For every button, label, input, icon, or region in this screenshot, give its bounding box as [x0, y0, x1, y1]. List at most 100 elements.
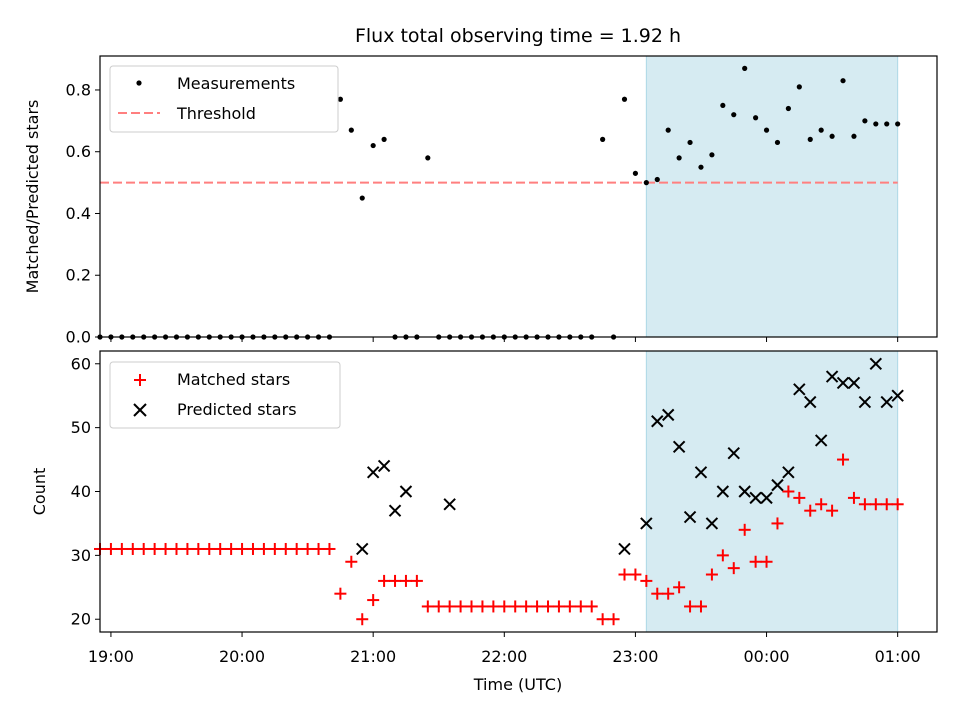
x-stroke-b [760, 491, 773, 505]
x-tick-label: 23:00 [612, 647, 658, 666]
matched-stars-point [563, 600, 576, 613]
predicted-stars-point [356, 542, 369, 556]
matched-stars-point [312, 542, 325, 555]
top-y-ticks: 0.0 0.2 0.4 0.6 0.8 [66, 80, 100, 347]
matched-stars-point [520, 600, 533, 613]
x-stroke-b [880, 395, 893, 409]
measurements-point [818, 127, 824, 133]
measurement-points [97, 65, 901, 340]
matched-stars-point [214, 542, 227, 555]
x-stroke-b [399, 485, 413, 498]
x-tick-label: 00:00 [743, 647, 789, 666]
x-stroke-b [705, 517, 719, 530]
matched-stars-point [607, 613, 620, 626]
matched-stars-point [301, 542, 314, 555]
matched-stars-point [629, 568, 642, 581]
measurements-point [381, 136, 387, 142]
chart-title: Flux total observing time = 1.92 h [355, 25, 681, 47]
matched-stars-point [782, 485, 795, 498]
legend-predicted-marker [133, 403, 147, 417]
matched-stars-point [203, 542, 216, 555]
predicted-stars-point [869, 357, 883, 370]
y-tick-label: 0.2 [66, 266, 91, 285]
matched-stars-point [771, 517, 784, 530]
observing-span-bottom [645, 350, 899, 633]
measurements-point [425, 155, 431, 161]
x-stroke-b [869, 357, 883, 370]
matched-stars-point [454, 600, 467, 613]
matched-stars-point [345, 555, 358, 568]
matched-stars-point [738, 523, 751, 536]
x-stroke-b [443, 498, 456, 511]
measurements-point [829, 133, 835, 139]
bottom-y-ticks: 20 30 40 50 60 [71, 354, 100, 629]
top-y-axis-label: Matched/Predicted stars [23, 100, 42, 294]
bottom-legend-box [109, 361, 341, 429]
predicted-stars-point [804, 395, 817, 409]
matched-stars-point [858, 498, 871, 511]
matched-stars-point [760, 555, 773, 568]
matched-stars-point [815, 498, 828, 511]
measurements-point [796, 84, 802, 90]
matched-stars-point [531, 600, 544, 613]
x-stroke-b [694, 466, 708, 479]
x-stroke-b [814, 434, 828, 447]
matched-stars-point [705, 568, 718, 581]
y-tick-label: 50 [71, 418, 91, 437]
matched-stars-point [749, 555, 762, 568]
matched-stars-point [126, 542, 139, 555]
measurements-point [643, 180, 649, 186]
x-stroke-b [618, 542, 631, 556]
x-stroke-b [847, 376, 861, 390]
predicted-stars-point [399, 485, 413, 498]
measurements-point [370, 142, 376, 149]
measurements-point [840, 78, 846, 84]
predicted-stars-point [640, 517, 653, 530]
x-stroke-b [683, 510, 697, 524]
predicted-stars-point [891, 389, 904, 402]
matched-stars-point [585, 600, 598, 613]
predicted-stars-point [749, 491, 762, 505]
matched-stars-point [443, 600, 456, 613]
predicted-stars-point [880, 395, 893, 409]
matched-stars-point [826, 504, 839, 517]
x-tick-label: 19:00 [88, 647, 134, 666]
matched-stars-point [159, 542, 172, 555]
x-stroke-b [836, 376, 850, 390]
top-legend: Measurements Threshold [109, 65, 339, 133]
predicted-stars-point [814, 434, 828, 447]
measurements-point [600, 136, 606, 142]
matched-stars-point [891, 498, 904, 511]
matched-stars-point [290, 542, 303, 555]
measurements-point [348, 127, 354, 133]
x-stroke-b [793, 383, 806, 396]
x-stroke-b [388, 504, 402, 517]
y-tick-label: 20 [71, 610, 91, 629]
legend-threshold-label: Threshold [176, 104, 256, 123]
predicted-stars-point [443, 498, 456, 511]
y-tick-label: 0.8 [66, 80, 91, 99]
measurements-point [709, 152, 715, 158]
bottom-x-ticks: 19:00 20:00 21:00 22:00 23:00 00:00 01:00 [88, 632, 921, 666]
x-stroke-b [825, 370, 839, 383]
matched-stars-point [847, 491, 860, 504]
measurements-point [807, 136, 813, 142]
measurements-point [359, 195, 365, 201]
measurements-point [665, 127, 671, 133]
top-panel: 0.00.20.40.60.8 Matched/Predicted stars … [23, 55, 938, 347]
measurements-point [632, 170, 639, 176]
matched-stars-point [673, 581, 686, 594]
measurements-point [687, 139, 693, 146]
matched-stars-point [662, 587, 675, 600]
observing-span-top [645, 55, 899, 338]
matched-stars-point [542, 600, 555, 613]
count-points [94, 357, 904, 626]
x-tick-label: 20:00 [219, 647, 265, 666]
measurements-point [785, 105, 791, 112]
x-stroke-b [716, 485, 730, 498]
matched-stars-point [268, 542, 281, 555]
measurements-point [763, 127, 770, 133]
measurements-point [621, 96, 628, 102]
measurements-point [884, 121, 890, 127]
